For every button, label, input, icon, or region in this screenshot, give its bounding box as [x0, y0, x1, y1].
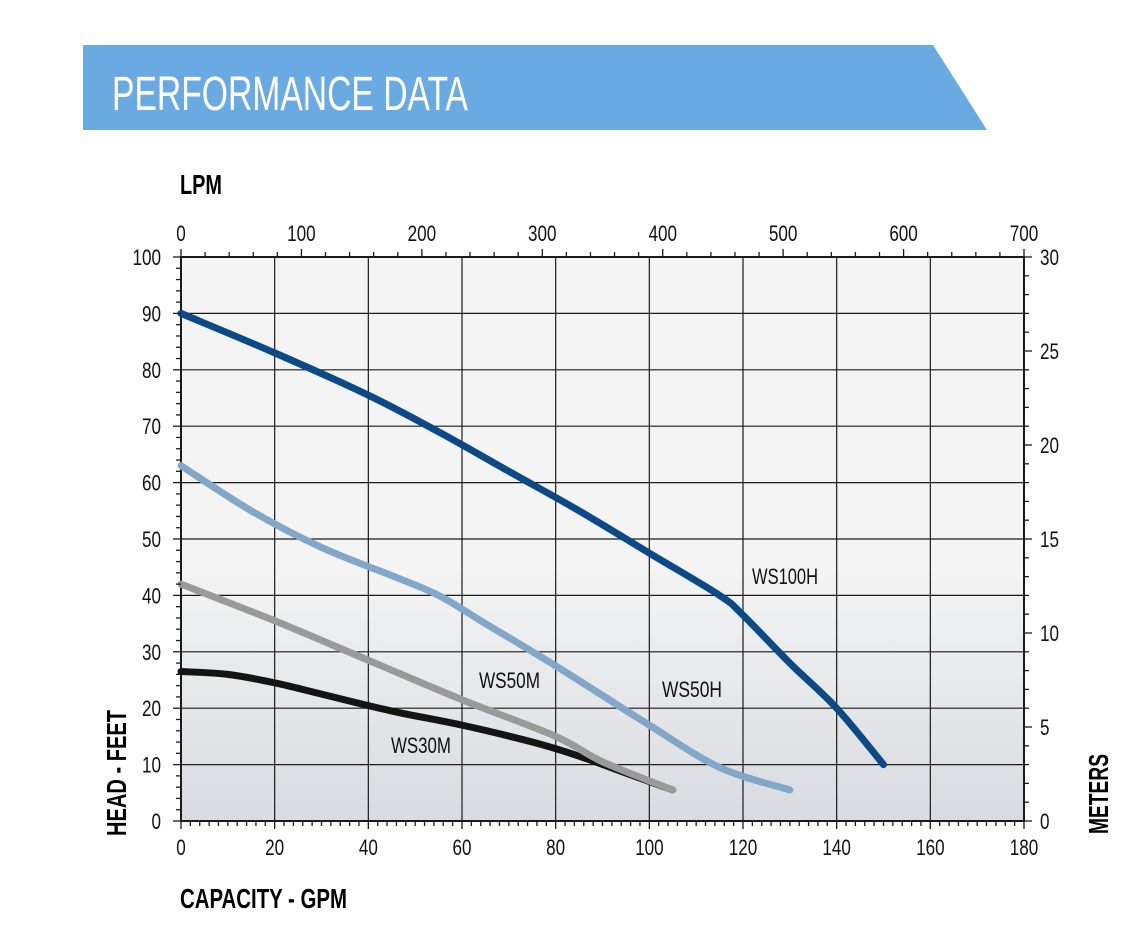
tick-marks: [173, 249, 1032, 829]
x2-tick-label: 600: [889, 221, 918, 246]
y-tick-label: 80: [142, 358, 161, 383]
x-tick-label: 180: [1010, 835, 1039, 860]
x-tick-label: 140: [822, 835, 851, 860]
x2-tick-label: 700: [1010, 221, 1039, 246]
y-tick-label: 70: [142, 414, 161, 439]
x-axis-title: CAPACITY - GPM: [180, 883, 347, 914]
series-label-ws50h: WS50H: [662, 677, 722, 702]
x2-axis-title: LPM: [180, 169, 222, 200]
y2-axis-title: METERS: [1083, 754, 1114, 834]
y-tick-label: 20: [142, 696, 161, 721]
x-tick-label: 160: [916, 835, 945, 860]
title-banner-background: [83, 45, 987, 130]
y-tick-label: 100: [133, 245, 162, 270]
y-tick-label: 30: [142, 640, 161, 665]
series-label-ws30m: WS30M: [391, 733, 451, 758]
x-tick-label: 20: [265, 835, 284, 860]
x2-tick-label: 200: [408, 221, 437, 246]
y-tick-label: 90: [142, 301, 161, 326]
y2-tick-label: 30: [1040, 245, 1059, 270]
title-banner: PERFORMANCE DATA: [83, 45, 987, 130]
x-tick-label: 0: [176, 835, 186, 860]
y-tick-label: 50: [142, 527, 161, 552]
y2-tick-label: 15: [1040, 527, 1059, 552]
series-lines: [177, 309, 887, 794]
y-tick-label: 0: [152, 809, 162, 834]
x2-tick-label: 100: [287, 221, 316, 246]
x2-tick-label: 0: [176, 221, 186, 246]
series-line-ws50h: [177, 462, 794, 794]
series-label-ws50m: WS50M: [479, 668, 540, 693]
x-tick-label: 40: [359, 835, 378, 860]
y2-tick-label: 25: [1040, 339, 1059, 364]
x-tick-label: 60: [453, 835, 472, 860]
y-tick-label: 60: [142, 471, 161, 496]
x2-tick-label: 400: [648, 221, 677, 246]
x-tick-label: 120: [729, 835, 758, 860]
page-title: PERFORMANCE DATA: [112, 68, 468, 121]
x-tick-label: 100: [635, 835, 664, 860]
y2-tick-label: 5: [1040, 715, 1050, 740]
y-axis-title: HEAD - FEET: [101, 710, 132, 836]
x2-tick-label: 500: [769, 221, 798, 246]
y-tick-label: 10: [142, 753, 161, 778]
series-line-ws50m: [177, 580, 677, 794]
y2-tick-label: 10: [1040, 621, 1059, 646]
series-line-ws100h: [177, 309, 887, 769]
y2-tick-label: 20: [1040, 433, 1059, 458]
x2-tick-label: 300: [528, 221, 557, 246]
series-label-ws100h: WS100H: [752, 564, 818, 589]
x-tick-label: 80: [546, 835, 565, 860]
y-tick-label: 40: [142, 583, 161, 608]
y2-tick-label: 0: [1040, 809, 1050, 834]
